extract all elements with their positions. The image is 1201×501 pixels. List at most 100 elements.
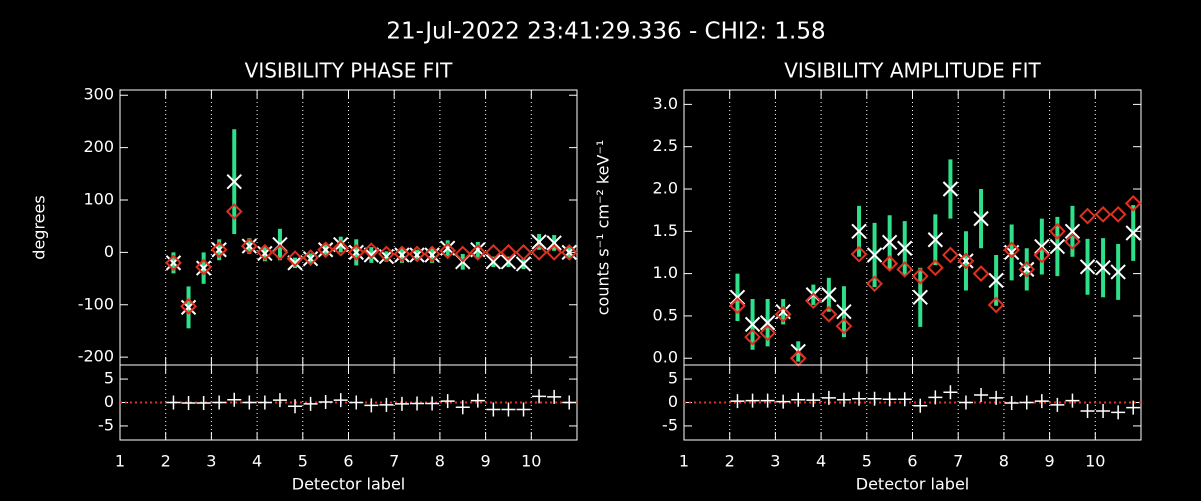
plus-marker: [196, 395, 211, 410]
diamond-marker: [774, 305, 792, 323]
diamond-marker: [1124, 194, 1142, 212]
y-tick-label: 5: [668, 369, 678, 388]
x-tick-label: 5: [298, 452, 308, 471]
plus-marker: [806, 393, 821, 408]
x-tick-label: 2: [725, 452, 735, 471]
diamond-marker: [804, 292, 822, 310]
plus-marker: [928, 390, 943, 405]
cross-marker: [927, 232, 944, 248]
y-tick-label: 2.5: [653, 136, 678, 155]
y-tick-label: 200: [83, 137, 114, 156]
cross-marker: [1049, 238, 1066, 255]
plus-marker: [867, 391, 882, 406]
plus-marker: [288, 399, 303, 414]
diamond-marker: [987, 296, 1005, 314]
plus-marker: [1019, 395, 1034, 410]
cross-marker: [866, 247, 883, 263]
diamond-marker: [560, 243, 578, 261]
diamond-marker: [515, 243, 532, 261]
y-tick-label: 0.0: [653, 348, 678, 367]
x-tick-label: 10: [521, 452, 541, 471]
plus-marker: [166, 395, 181, 410]
y-tick-label: 0: [104, 242, 114, 261]
plus-marker: [974, 388, 989, 402]
diamond-marker: [942, 246, 959, 264]
cross-marker: [485, 254, 502, 270]
diamond-marker: [926, 259, 944, 277]
y-tick-label: 300: [83, 85, 114, 104]
x-tick-label: 4: [252, 452, 262, 471]
x-tick-label: 3: [206, 452, 216, 471]
diamond-marker: [957, 252, 975, 270]
y-tick-label: 0: [104, 392, 114, 411]
panel-title: VISIBILITY PHASE FIT: [245, 59, 453, 83]
plus-marker: [1050, 397, 1065, 412]
diamond-marker: [454, 245, 472, 263]
plus-marker: [882, 392, 897, 407]
cross-marker: [958, 253, 974, 269]
diamond-marker: [850, 245, 868, 263]
diamond-marker: [362, 242, 380, 260]
plus-marker: [394, 396, 409, 411]
plus-marker: [1126, 400, 1141, 415]
x-tick-label: 5: [862, 452, 872, 471]
diamond-marker: [469, 243, 487, 261]
plus-marker: [272, 393, 287, 408]
plus-marker: [364, 398, 379, 413]
plus-marker: [547, 389, 562, 404]
x-tick-label: 2: [161, 452, 171, 471]
plus-marker: [760, 393, 775, 408]
y-tick-label: -5: [662, 415, 678, 434]
cross-marker: [1110, 264, 1126, 280]
cross-marker: [851, 223, 867, 240]
y-tick-label: 1.0: [653, 263, 678, 282]
x-tick-label: 1: [679, 452, 689, 471]
x-tick-label: 7: [389, 452, 399, 471]
plus-marker: [1034, 394, 1049, 409]
x-tick-label: 6: [343, 452, 353, 471]
y-tick-label: -100: [78, 294, 114, 313]
cross-marker: [759, 314, 776, 331]
plus-marker: [1111, 405, 1126, 420]
diamond-marker: [896, 260, 914, 278]
diamond-marker: [1094, 205, 1112, 223]
cross-marker: [211, 242, 227, 258]
plus-marker: [242, 395, 257, 410]
plus-marker: [913, 398, 928, 413]
x-tick-label: 6: [907, 452, 917, 471]
diamond-marker: [972, 265, 990, 283]
diamond-marker: [729, 297, 746, 315]
diamond-marker: [1033, 246, 1051, 264]
diamond-marker: [210, 241, 228, 259]
plus-marker: [470, 393, 485, 408]
plus-marker: [1080, 403, 1095, 418]
diamond-marker: [225, 203, 243, 220]
diamond-marker: [180, 297, 197, 315]
diamond-marker: [759, 324, 777, 342]
plus-marker: [1096, 403, 1111, 418]
y-tick-label: -5: [98, 415, 114, 434]
plus-marker: [958, 395, 973, 410]
plus-marker: [501, 402, 516, 417]
cross-marker: [1095, 259, 1111, 276]
cross-marker: [241, 238, 258, 254]
plus-marker: [227, 392, 242, 407]
plus-marker: [379, 397, 394, 412]
cross-marker: [836, 303, 852, 320]
plus-marker: [821, 390, 836, 405]
x-tick-label: 8: [999, 452, 1009, 471]
cross-marker: [546, 235, 562, 251]
cross-marker: [744, 316, 761, 333]
diamond-marker: [317, 241, 335, 259]
x-tick-label: 9: [481, 452, 491, 471]
cross-marker: [287, 255, 303, 271]
plus-marker: [745, 393, 760, 408]
plus-marker: [562, 395, 577, 410]
diamond-marker: [1018, 260, 1036, 278]
figure-title: 21-Jul-2022 23:41:29.336 - CHI2: 1.58: [386, 19, 825, 45]
cross-marker: [1064, 223, 1081, 240]
cross-marker: [500, 254, 517, 270]
diamond-marker: [530, 243, 548, 261]
diamond-marker: [866, 275, 883, 293]
y-axis-label: degrees: [30, 195, 49, 259]
